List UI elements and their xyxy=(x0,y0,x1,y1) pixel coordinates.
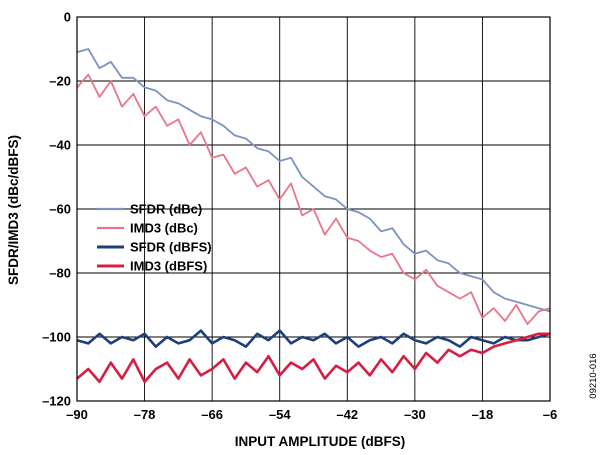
legend-label: SFDR (dBc) xyxy=(130,202,202,217)
y-tick-label: –20 xyxy=(49,74,71,89)
series-line-2 xyxy=(76,329,551,348)
y-tick-label: –100 xyxy=(42,330,71,345)
x-tick-label: –78 xyxy=(134,407,156,422)
x-tick-label: –54 xyxy=(269,407,291,422)
series-line-3 xyxy=(76,332,550,384)
y-tick-label: –80 xyxy=(49,266,71,281)
y-tick-label: 0 xyxy=(64,10,71,25)
legend-label: IMD3 (dBFS) xyxy=(130,259,207,274)
series-line-0 xyxy=(76,48,551,313)
y-axis-title: SFDR/IMD3 (dBc/dBFS) xyxy=(6,135,21,285)
legend-label: SFDR (dBFS) xyxy=(130,240,212,255)
x-tick-label: –90 xyxy=(66,407,88,422)
y-tick-label: –60 xyxy=(49,202,71,217)
y-tick-label: –120 xyxy=(42,394,71,409)
series-line-1 xyxy=(76,73,551,326)
legend: SFDR (dBc) IMD3 (dBc) SFDR (dBFS) IMD3 (dBF… xyxy=(97,202,212,274)
x-tick-label: –30 xyxy=(404,407,426,422)
x-tick-label: –18 xyxy=(472,407,494,422)
x-tick-label: –66 xyxy=(201,407,223,422)
y-tick-label: –40 xyxy=(49,138,71,153)
legend-label: IMD3 (dBc) xyxy=(130,221,198,236)
series-lines xyxy=(76,48,551,384)
plot-area-frame xyxy=(76,16,551,402)
y-axis-ticks: 0 –20 –40 –60 –80 –100 –120 xyxy=(42,10,71,409)
x-tick-label: –6 xyxy=(543,407,557,422)
x-axis-title: INPUT AMPLITUDE (dBFS) xyxy=(235,434,405,449)
figure-id: 09210-016 xyxy=(588,353,599,398)
x-tick-label: –42 xyxy=(336,407,358,422)
x-axis-ticks: –90 –78 –66 –54 –42 –30 –18 –6 xyxy=(66,407,557,422)
